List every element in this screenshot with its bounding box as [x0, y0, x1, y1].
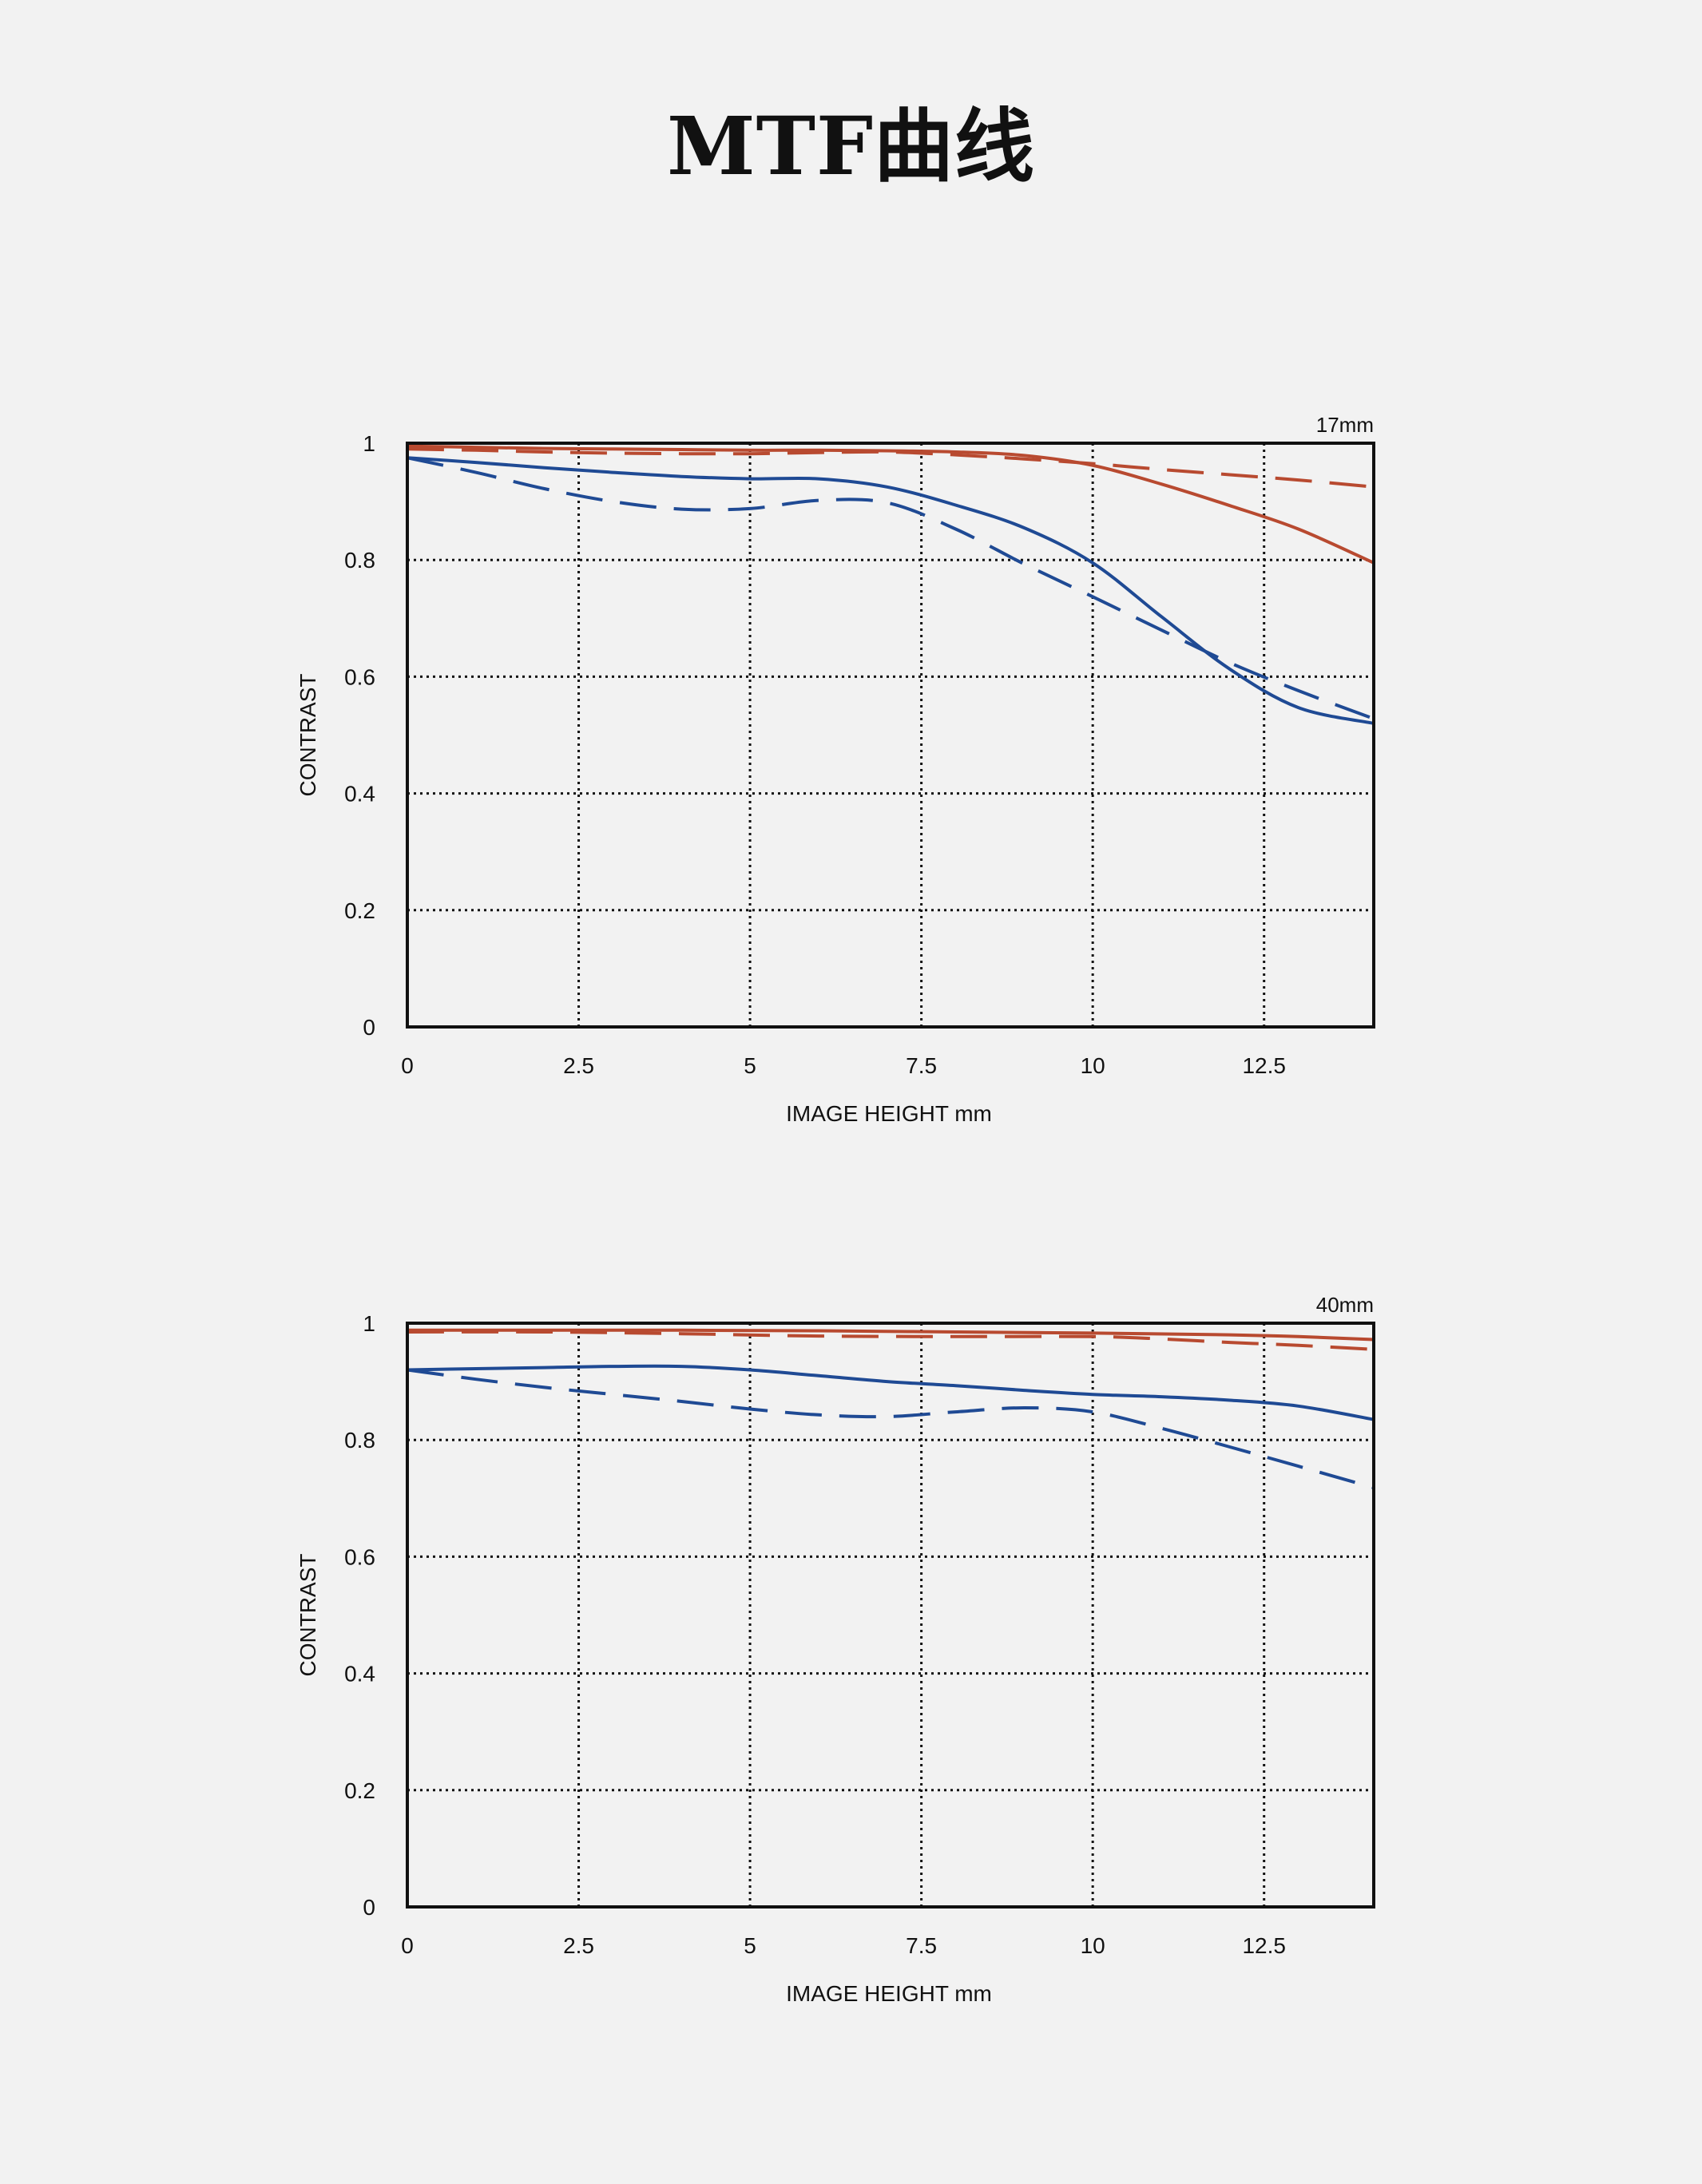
focal-length-label: 40mm	[1316, 1293, 1374, 1317]
x-axis-title: IMAGE HEIGHT mm	[786, 1981, 992, 2006]
x-axis-title: IMAGE HEIGHT mm	[786, 1101, 992, 1126]
y-tick-label: 0.4	[344, 1662, 375, 1687]
x-tick-label: 0	[401, 1933, 414, 1958]
y-tick-label: 0.8	[344, 1428, 375, 1453]
series-line-4	[407, 1368, 1375, 1490]
y-tick-label: 1	[363, 431, 375, 456]
y-tick-label: 0.2	[344, 1778, 375, 1803]
series-line-3	[407, 1364, 1375, 1421]
y-axis-title: CONTRAST	[296, 674, 320, 797]
page-title: MTF曲线	[666, 99, 1036, 193]
x-tick-label: 10	[1081, 1933, 1105, 1958]
mtf-chart-40mm: 0 2.5 5 7.5 10 12.5 0 0.2 0.4 0.6 0.8 1 IMAGE HEIGHT…	[296, 1293, 1375, 2006]
series-line-3	[407, 456, 1375, 725]
x-tick-label: 10	[1081, 1053, 1105, 1078]
x-tick-label: 2.5	[563, 1053, 594, 1078]
x-tick-label: 12.5	[1242, 1933, 1286, 1958]
plot-frame	[406, 1322, 1375, 1909]
y-tick-label: 0.4	[344, 782, 375, 807]
y-tick-label: 0.6	[344, 1544, 375, 1569]
mtf-chart-17mm: 0 2.5 5 7.5 10 12.5 0 0.2 0.4 0.6 0.8 1 IMAGE HEIGHT…	[296, 413, 1375, 1126]
series-line-2	[407, 1330, 1375, 1351]
x-tick-label: 12.5	[1242, 1053, 1286, 1078]
y-tick-label: 0	[363, 1895, 375, 1920]
x-tick-label: 7.5	[906, 1933, 937, 1958]
series-line-1	[407, 1328, 1375, 1342]
y-tick-label: 1	[363, 1311, 375, 1336]
y-axis-title: CONTRAST	[296, 1554, 320, 1677]
plot-frame	[406, 442, 1375, 1029]
y-tick-label: 0.8	[344, 548, 375, 573]
y-tick-label: 0.6	[344, 664, 375, 689]
series-line-4	[407, 456, 1375, 720]
x-tick-label: 2.5	[563, 1933, 594, 1958]
series-line-1	[407, 444, 1375, 565]
x-tick-label: 7.5	[906, 1053, 937, 1078]
y-tick-label: 0.2	[344, 898, 375, 923]
x-tick-label: 5	[744, 1053, 756, 1078]
focal-length-label: 17mm	[1316, 413, 1374, 437]
x-tick-label: 0	[401, 1053, 414, 1078]
y-tick-label: 0	[363, 1015, 375, 1040]
x-tick-label: 5	[744, 1933, 756, 1958]
